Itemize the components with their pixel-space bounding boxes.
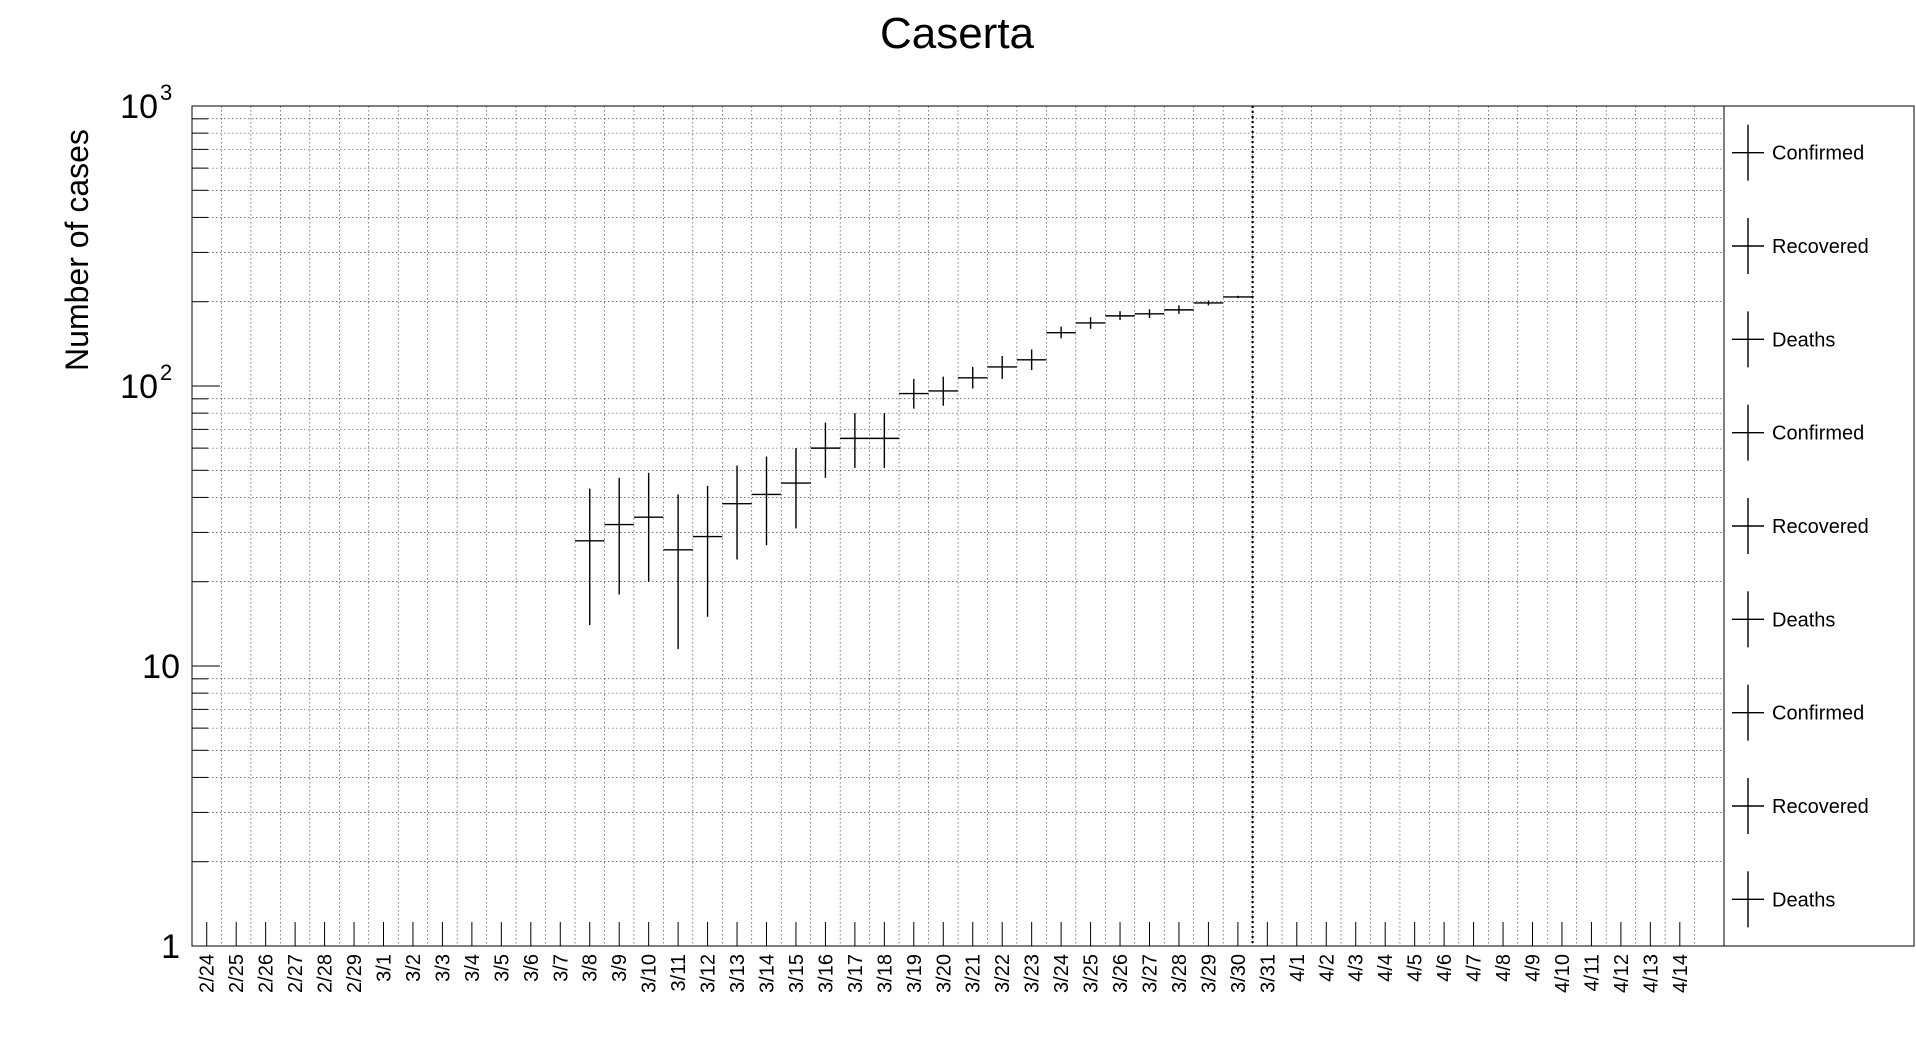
- x-tick-label: 2/26: [256, 954, 278, 993]
- y-tick-label: 10: [120, 368, 158, 406]
- x-tick-label: 2/27: [285, 954, 307, 993]
- x-tick-label: 3/15: [786, 954, 808, 993]
- legend-label: Recovered: [1772, 236, 1869, 258]
- x-tick-label: 3/17: [845, 954, 867, 993]
- y-tick-exponent: 2: [160, 360, 172, 385]
- legend-label: Deaths: [1772, 889, 1835, 911]
- x-tick-label: 4/3: [1346, 954, 1368, 982]
- x-tick-label: 4/6: [1434, 954, 1456, 982]
- x-tick-label: 3/1: [374, 954, 396, 982]
- chart-title: Caserta: [880, 9, 1035, 58]
- x-tick-label: 3/4: [462, 954, 484, 982]
- x-tick-label: 3/3: [432, 954, 454, 982]
- x-tick-label: 3/25: [1081, 954, 1103, 993]
- x-tick-label: 3/26: [1110, 954, 1132, 993]
- legend: Confirmed Recovered Deaths Confirmed Recover…: [1723, 105, 1915, 947]
- y-tick-label: 10: [120, 88, 158, 126]
- x-tick-label: 4/9: [1523, 954, 1545, 982]
- x-tick-label: 3/11: [668, 954, 690, 991]
- x-tick-label: 2/24: [197, 954, 219, 993]
- legend-label: Deaths: [1772, 609, 1835, 631]
- x-tick-label: 4/13: [1640, 954, 1662, 993]
- x-axis: 2/24 2/25 2/26 2/27 2/28 2/29 3/1 3/2 3/3 3/4 3/5 3…: [197, 922, 1692, 993]
- x-tick-label: 3/14: [757, 954, 779, 993]
- x-tick-label: 4/1: [1287, 954, 1309, 982]
- x-tick-label: 3/19: [904, 954, 926, 993]
- y-tick-label: 1: [161, 928, 180, 966]
- x-tick-label: 2/25: [226, 954, 248, 993]
- x-tick-label: 3/16: [815, 954, 837, 993]
- x-tick-label: 3/21: [963, 954, 985, 993]
- legend-label: Confirmed: [1772, 423, 1864, 445]
- x-tick-label: 4/4: [1375, 954, 1397, 982]
- x-tick-label: 4/5: [1405, 954, 1427, 982]
- legend-label: Confirmed: [1772, 143, 1864, 165]
- x-tick-label: 3/13: [727, 954, 749, 993]
- x-tick-label: 4/7: [1464, 954, 1486, 982]
- x-tick-label: 3/23: [1022, 954, 1044, 993]
- x-tick-label: 4/10: [1552, 954, 1574, 993]
- x-tick-label: 3/29: [1198, 954, 1220, 993]
- x-tick-label: 4/8: [1493, 954, 1515, 982]
- legend-label: Confirmed: [1772, 703, 1864, 725]
- x-tick-label: 3/10: [639, 954, 661, 993]
- data-points: [575, 106, 1254, 946]
- x-tick-label: 3/5: [491, 954, 513, 982]
- x-tick-label: 3/2: [403, 954, 425, 982]
- x-tick-label: 3/18: [874, 954, 896, 993]
- x-tick-label: 3/8: [580, 954, 602, 982]
- legend-label: Deaths: [1772, 329, 1835, 351]
- y-tick-exponent: 3: [160, 80, 172, 105]
- x-tick-label: 4/2: [1316, 954, 1338, 982]
- grid: [192, 106, 1724, 946]
- x-tick-label: 3/7: [550, 954, 572, 982]
- x-tick-label: 4/12: [1611, 954, 1633, 993]
- x-tick-label: 3/9: [609, 954, 631, 982]
- legend-label: Recovered: [1772, 796, 1869, 818]
- y-axis-label: Number of cases: [59, 129, 95, 371]
- x-tick-label: 4/11: [1581, 954, 1603, 991]
- x-tick-label: 3/31: [1257, 954, 1279, 993]
- x-tick-label: 3/6: [521, 954, 543, 982]
- x-tick-label: 3/22: [992, 954, 1014, 993]
- x-tick-label: 3/27: [1140, 954, 1162, 993]
- x-tick-label: 2/29: [344, 954, 366, 993]
- x-tick-label: 3/30: [1228, 954, 1250, 993]
- legend-label: Recovered: [1772, 516, 1869, 538]
- legend-box: [1723, 105, 1915, 947]
- x-tick-label: 4/14: [1670, 954, 1692, 993]
- y-tick-label: 10: [142, 648, 180, 686]
- x-tick-label: 2/28: [315, 954, 337, 993]
- x-tick-label: 3/20: [933, 954, 955, 993]
- x-tick-label: 3/12: [698, 954, 720, 993]
- x-tick-label: 3/28: [1169, 954, 1191, 993]
- x-tick-label: 3/24: [1051, 954, 1073, 993]
